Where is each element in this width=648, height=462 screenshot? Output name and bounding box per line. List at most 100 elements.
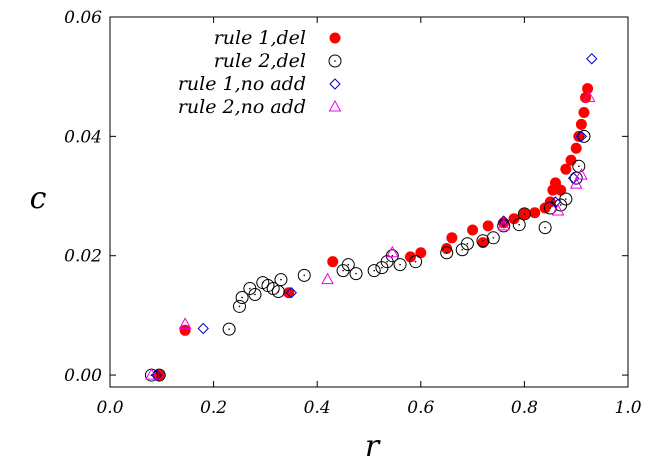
data-point bbox=[575, 168, 588, 180]
data-point-ring bbox=[486, 231, 500, 245]
data-point bbox=[565, 154, 577, 166]
legend-label: rule 2,no add bbox=[178, 96, 306, 118]
data-point-dot bbox=[414, 260, 417, 263]
data-point-dot bbox=[228, 328, 230, 330]
y-axis-label: c bbox=[30, 181, 47, 216]
legend-marker bbox=[329, 78, 341, 90]
data-point-ring bbox=[559, 192, 573, 206]
data-point-dot bbox=[347, 263, 350, 266]
data-point bbox=[569, 177, 583, 189]
data-point bbox=[327, 256, 339, 268]
data-point-dot bbox=[249, 287, 251, 290]
data-point bbox=[235, 290, 249, 304]
data-point-ring bbox=[248, 288, 262, 301]
data-point bbox=[441, 243, 453, 255]
data-point-dot bbox=[373, 269, 375, 272]
data-point bbox=[152, 368, 166, 382]
data-point-dot bbox=[559, 204, 562, 206]
data-point bbox=[582, 90, 596, 103]
data-point-ring bbox=[476, 234, 490, 248]
data-point bbox=[551, 203, 565, 216]
data-point bbox=[197, 322, 209, 335]
data-point-ring bbox=[393, 258, 407, 272]
y-tick-label: 0.04 bbox=[64, 127, 102, 147]
data-point bbox=[385, 245, 399, 258]
x-tick-label: 0.8 bbox=[511, 398, 538, 418]
data-point-dot bbox=[280, 278, 282, 281]
data-point-ring bbox=[341, 258, 355, 272]
y-tick-label: 0.02 bbox=[64, 247, 102, 267]
data-point bbox=[467, 224, 479, 236]
legend-label: rule 1,no add bbox=[178, 73, 306, 95]
data-point-dot bbox=[399, 263, 401, 266]
data-points bbox=[144, 53, 598, 382]
data-point bbox=[349, 267, 363, 281]
data-point-dot bbox=[461, 248, 464, 251]
data-point bbox=[578, 106, 590, 118]
legend-marker bbox=[328, 99, 342, 112]
data-point-ring bbox=[538, 221, 552, 235]
legend-marker-dot bbox=[334, 60, 336, 62]
legend-marker bbox=[328, 54, 342, 68]
data-point bbox=[497, 215, 510, 227]
data-point-dot bbox=[466, 242, 469, 245]
data-point bbox=[297, 268, 311, 282]
data-point bbox=[512, 218, 526, 232]
x-axis-label: r bbox=[365, 429, 381, 462]
x-tick-label: 0.6 bbox=[407, 398, 434, 418]
series-4 bbox=[145, 90, 596, 380]
data-point-ring bbox=[517, 207, 531, 221]
data-point-ring bbox=[440, 246, 454, 260]
data-point bbox=[559, 192, 573, 206]
data-point-ring bbox=[274, 273, 288, 287]
legend-marker-ring bbox=[328, 54, 342, 68]
data-point bbox=[233, 299, 246, 313]
data-point bbox=[586, 53, 598, 65]
data-point bbox=[517, 207, 531, 221]
data-point bbox=[283, 287, 295, 299]
x-tick-label: 1.0 bbox=[614, 398, 641, 418]
data-point-dot bbox=[565, 198, 567, 200]
data-point bbox=[145, 368, 158, 380]
x-tick-label: 0.4 bbox=[304, 398, 331, 418]
data-point-ring bbox=[233, 299, 246, 313]
legend-label: rule 2,del bbox=[214, 50, 306, 72]
data-point bbox=[404, 251, 416, 263]
data-point bbox=[477, 237, 489, 249]
data-point bbox=[321, 272, 334, 285]
data-point-ring bbox=[349, 267, 363, 281]
data-point bbox=[508, 213, 520, 225]
data-point-dot bbox=[518, 223, 521, 226]
data-point-ring bbox=[152, 368, 166, 382]
data-point bbox=[285, 287, 298, 299]
data-point-dot bbox=[577, 165, 580, 167]
data-point-dot bbox=[381, 266, 383, 269]
data-point bbox=[560, 163, 572, 175]
data-point-dot bbox=[254, 293, 256, 296]
data-point-dot bbox=[549, 207, 552, 209]
data-point bbox=[274, 273, 288, 287]
data-point-dot bbox=[277, 290, 280, 293]
data-point-ring bbox=[297, 268, 311, 282]
data-point bbox=[385, 249, 399, 263]
data-point bbox=[446, 232, 458, 244]
data-point-dot bbox=[355, 272, 357, 275]
data-point bbox=[555, 184, 567, 196]
data-point bbox=[538, 221, 552, 235]
data-point-dot bbox=[523, 213, 526, 215]
data-point bbox=[248, 288, 262, 301]
data-point-ring bbox=[577, 129, 591, 143]
data-point bbox=[573, 130, 585, 142]
data-point bbox=[222, 322, 236, 336]
data-point bbox=[178, 317, 192, 329]
data-point bbox=[393, 258, 407, 272]
series-1 bbox=[153, 83, 594, 381]
data-point bbox=[476, 234, 490, 248]
data-point-dot bbox=[241, 296, 243, 299]
data-point bbox=[575, 118, 587, 130]
data-point-ring bbox=[460, 237, 474, 251]
data-point bbox=[486, 231, 500, 245]
series-2 bbox=[144, 129, 591, 382]
data-point bbox=[415, 247, 427, 259]
